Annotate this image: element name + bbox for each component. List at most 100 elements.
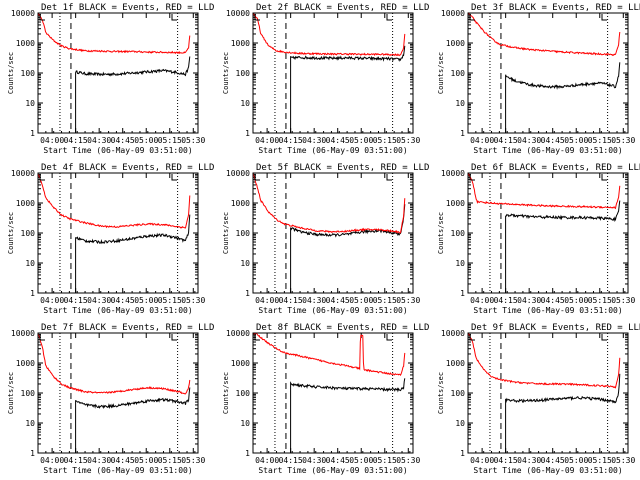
plot-frame: [37, 332, 199, 454]
panel-title: Det 2f BLACK = Events, RED = LLD: [256, 3, 429, 13]
x-tick-label: 04:15: [279, 136, 303, 145]
x-tick-label: 05:00: [564, 456, 588, 465]
events-series-line: [505, 373, 621, 453]
corner-bracket-mark: [254, 174, 260, 181]
x-tick-label: 05:00: [349, 136, 373, 145]
events-series-line: [75, 387, 191, 453]
plot-frame: [252, 172, 414, 294]
x-tick-label: 04:15: [64, 456, 88, 465]
x-tick-label: 04:30: [517, 296, 541, 305]
y-tick-label: 1000: [446, 199, 465, 208]
events-series-line: [290, 45, 406, 133]
y-tick-label: 1000: [446, 39, 465, 48]
x-axis-title: Start Time (06-May-09 03:51:00): [43, 466, 192, 475]
panel-title: Det 4f BLACK = Events, RED = LLD: [41, 163, 214, 173]
lld-series-line: [252, 12, 406, 57]
plot-frame: [252, 332, 414, 454]
y-axis-title: Counts/sec: [222, 212, 230, 254]
x-tick-label: 05:00: [134, 456, 158, 465]
y-tick-label: 1: [30, 129, 35, 138]
y-tick-label: 100: [21, 229, 36, 238]
x-tick-label: 04:15: [64, 136, 88, 145]
panel-det-8f: Det 8f BLACK = Events, RED = LLD 1 10 100 10…: [222, 323, 429, 475]
corner-bracket-mark: [469, 14, 475, 21]
events-series-line: [75, 214, 191, 293]
panel-title: Det 6f BLACK = Events, RED = LLD: [471, 163, 640, 173]
corner-bracket-mark: [386, 174, 392, 181]
corner-bracket-mark: [601, 14, 607, 21]
y-tick-label: 10: [25, 99, 35, 108]
x-tick-label: 04:30: [517, 456, 541, 465]
corner-bracket-mark: [254, 14, 260, 21]
x-tick-label: 05:15: [373, 136, 397, 145]
lld-series-line: [252, 332, 406, 376]
lld-series-line: [252, 172, 406, 234]
x-axis-title: Start Time (06-May-09 03:51:00): [258, 306, 407, 315]
panel-det-2f: Det 2f BLACK = Events, RED = LLD 1 10 100 10…: [222, 3, 429, 155]
y-axis-title: Counts/sec: [222, 372, 230, 414]
y-tick-label: 10: [240, 419, 250, 428]
events-series-line: [75, 56, 191, 133]
y-tick-label: 1: [460, 129, 465, 138]
x-tick-label: 04:30: [302, 136, 326, 145]
y-axis-title: Counts/sec: [437, 52, 445, 94]
x-tick-label: 05:30: [181, 136, 205, 145]
x-axis-title: Start Time (06-May-09 03:51:00): [473, 306, 622, 315]
panel-det-7f: Det 7f BLACK = Events, RED = LLD 1 10 100 10…: [7, 323, 214, 475]
y-tick-label: 1: [460, 449, 465, 458]
x-tick-label: 04:30: [87, 456, 111, 465]
y-tick-label: 1: [245, 129, 250, 138]
y-tick-label: 10: [25, 259, 35, 268]
x-tick-label: 04:45: [541, 456, 565, 465]
x-tick-label: 05:30: [611, 296, 635, 305]
x-tick-label: 04:00: [255, 456, 279, 465]
x-tick-label: 04:00: [255, 296, 279, 305]
corner-bracket-mark: [171, 334, 177, 341]
x-tick-label: 05:00: [134, 296, 158, 305]
x-tick-label: 04:45: [326, 136, 350, 145]
x-axis-title: Start Time (06-May-09 03:51:00): [473, 146, 622, 155]
x-tick-label: 05:30: [611, 136, 635, 145]
plot-frame: [467, 172, 629, 294]
y-tick-label: 1000: [231, 199, 250, 208]
y-tick-label: 1: [460, 289, 465, 298]
y-tick-label: 10000: [226, 9, 250, 18]
x-tick-label: 04:00: [470, 296, 494, 305]
x-tick-label: 05:00: [564, 136, 588, 145]
y-tick-label: 1: [245, 449, 250, 458]
lld-series-line: [37, 173, 191, 229]
corner-bracket-mark: [39, 174, 45, 181]
x-tick-label: 05:00: [134, 136, 158, 145]
x-tick-label: 04:30: [87, 296, 111, 305]
x-tick-label: 04:15: [494, 136, 518, 145]
x-tick-label: 04:00: [255, 136, 279, 145]
lld-series-line: [467, 332, 621, 389]
y-tick-label: 1: [245, 289, 250, 298]
y-tick-label: 100: [236, 229, 251, 238]
x-tick-label: 04:00: [470, 456, 494, 465]
events-series-line: [290, 204, 406, 293]
x-tick-label: 05:00: [349, 296, 373, 305]
x-tick-label: 04:30: [87, 136, 111, 145]
y-tick-label: 10000: [441, 329, 465, 338]
y-tick-label: 10: [455, 259, 465, 268]
panel-det-1f: Det 1f BLACK = Events, RED = LLD 1 10 100 10…: [7, 3, 214, 155]
corner-bracket-mark: [39, 14, 45, 21]
x-axis-title: Start Time (06-May-09 03:51:00): [43, 306, 192, 315]
corner-bracket-mark: [601, 334, 607, 341]
y-tick-label: 1: [30, 449, 35, 458]
x-tick-label: 05:15: [588, 136, 612, 145]
y-tick-label: 1000: [231, 39, 250, 48]
x-tick-label: 05:30: [396, 456, 420, 465]
y-tick-label: 10000: [441, 169, 465, 178]
x-tick-label: 05:30: [181, 456, 205, 465]
x-tick-label: 04:45: [111, 456, 135, 465]
panel-det-4f: Det 4f BLACK = Events, RED = LLD 1 10 100 10…: [7, 163, 214, 315]
x-tick-label: 05:30: [396, 296, 420, 305]
x-tick-label: 04:15: [494, 296, 518, 305]
y-tick-label: 1000: [16, 39, 35, 48]
plot-frame: [37, 12, 199, 134]
panel-det-9f: Det 9f BLACK = Events, RED = LLD 1 10 100 10…: [437, 323, 640, 475]
x-tick-label: 05:30: [396, 136, 420, 145]
